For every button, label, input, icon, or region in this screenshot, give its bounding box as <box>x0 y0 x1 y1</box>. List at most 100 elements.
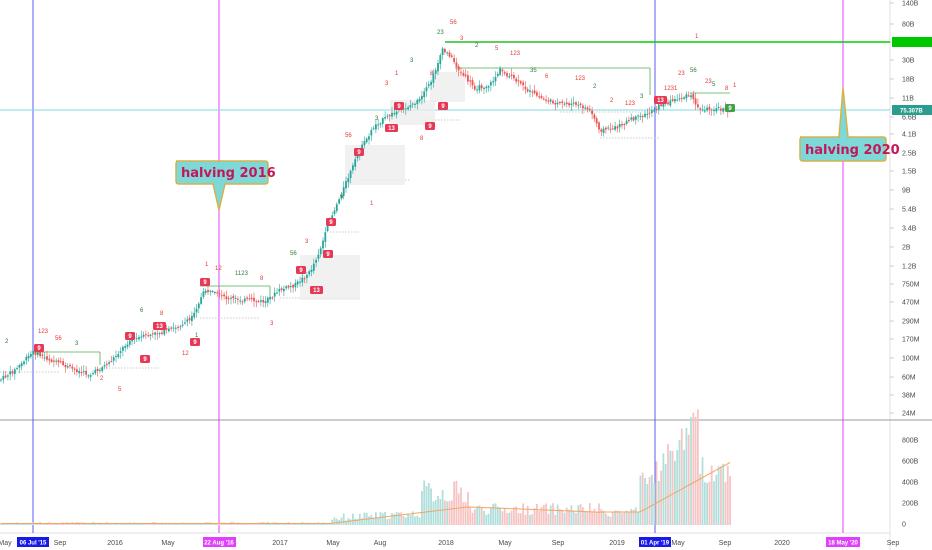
volume-bar <box>427 482 430 525</box>
price-tick-label: 6.6B <box>902 115 917 122</box>
volume-bar <box>193 523 196 525</box>
candle-body <box>276 292 278 294</box>
volume-bar <box>0 523 2 525</box>
candle-body <box>306 275 308 278</box>
candle-body <box>294 283 297 288</box>
candle-body <box>280 288 283 290</box>
candle-body <box>441 48 444 56</box>
candle-body <box>674 99 676 102</box>
candle-body <box>379 123 382 125</box>
candle-body <box>372 128 375 130</box>
candle-body <box>480 85 483 89</box>
candle-body <box>508 75 511 78</box>
td-count-label: 3 <box>640 94 644 100</box>
candle-body <box>427 84 430 87</box>
price-tick-label: 290M <box>902 319 920 326</box>
volume-bar <box>361 518 363 525</box>
candle-body <box>416 99 419 105</box>
volume-bar <box>434 500 437 525</box>
volume-bar <box>379 512 382 525</box>
volume-bar <box>400 512 403 525</box>
volume-bar <box>191 523 193 525</box>
candle-body <box>4 375 7 378</box>
volume-bar <box>384 511 386 525</box>
volume-bar <box>559 508 561 525</box>
candle-body <box>391 112 393 117</box>
price-tick-label: 1.2B <box>902 264 917 271</box>
candle-body <box>602 128 605 133</box>
candle-body <box>561 101 564 104</box>
candle-body <box>618 124 621 128</box>
volume-bar <box>303 523 306 525</box>
candle-body <box>588 108 591 110</box>
candle-body <box>370 130 373 136</box>
volume-bar <box>377 517 380 525</box>
candle-body <box>131 339 133 342</box>
td-count-label: 3 <box>410 58 414 64</box>
volume-bar <box>27 523 30 525</box>
volume-bar <box>248 523 251 525</box>
volume-bar <box>340 517 343 525</box>
candle-body <box>386 115 389 117</box>
candle-body <box>105 363 108 366</box>
volume-bar <box>324 523 327 525</box>
signal-tag-label: 9 <box>203 280 207 286</box>
price-tick-label: 9B <box>902 188 911 195</box>
volume-bar <box>147 523 150 525</box>
price-tick-label: 4.1B <box>902 132 917 139</box>
candle-body <box>455 62 458 67</box>
td-count-label: 1 <box>205 262 209 268</box>
candle-body <box>430 82 432 85</box>
candle-body <box>333 210 336 214</box>
volume-bar <box>156 523 159 525</box>
candle-body <box>163 329 166 335</box>
volume-bar <box>639 475 642 525</box>
candle-body <box>96 368 99 372</box>
candle-body <box>568 103 570 106</box>
candle-body <box>170 327 173 329</box>
volume-bar <box>4 523 7 525</box>
td-count-label: 123 <box>575 76 586 82</box>
candle-body <box>207 289 209 293</box>
price-tick-label: 140B <box>902 1 919 8</box>
volume-bar <box>352 513 354 525</box>
volume-bar <box>460 487 462 525</box>
volume-bar <box>715 474 718 525</box>
candle-body <box>338 199 340 204</box>
candle-body <box>423 91 426 98</box>
volume-bar <box>648 477 651 525</box>
volume-bar <box>57 523 60 525</box>
candle-body <box>296 281 299 285</box>
candle-body <box>540 96 543 99</box>
candle-body <box>368 136 370 140</box>
candle-body <box>179 326 182 328</box>
volume-bar <box>299 523 301 525</box>
candle-body <box>2 376 5 380</box>
volume-bar <box>655 461 658 525</box>
signal-tag <box>323 250 333 258</box>
volume-bar <box>200 523 202 525</box>
candle-body <box>124 346 127 348</box>
volume-moving-average <box>1 461 731 524</box>
candle-body <box>241 301 244 303</box>
volume-bar <box>577 505 580 525</box>
candle-body <box>292 284 294 288</box>
volume-bar <box>13 523 16 525</box>
td-count-label: 2 <box>100 376 104 382</box>
candle-body <box>319 248 322 255</box>
candle-body <box>59 361 62 363</box>
candle-body <box>496 73 499 77</box>
signal-tag-label: 9 <box>441 104 445 110</box>
candle-body <box>457 66 460 71</box>
candle-body <box>25 356 28 361</box>
volume-bar <box>131 523 133 525</box>
volume-bar <box>616 510 619 525</box>
volume-bar <box>651 474 653 525</box>
volume-bar <box>722 463 725 525</box>
candle-body <box>200 297 202 304</box>
candle-body <box>577 104 580 106</box>
volume-bar <box>490 507 492 525</box>
volume-bar <box>588 503 591 525</box>
volume-bar <box>239 523 242 525</box>
price-tick-label: 5.4B <box>902 207 917 214</box>
